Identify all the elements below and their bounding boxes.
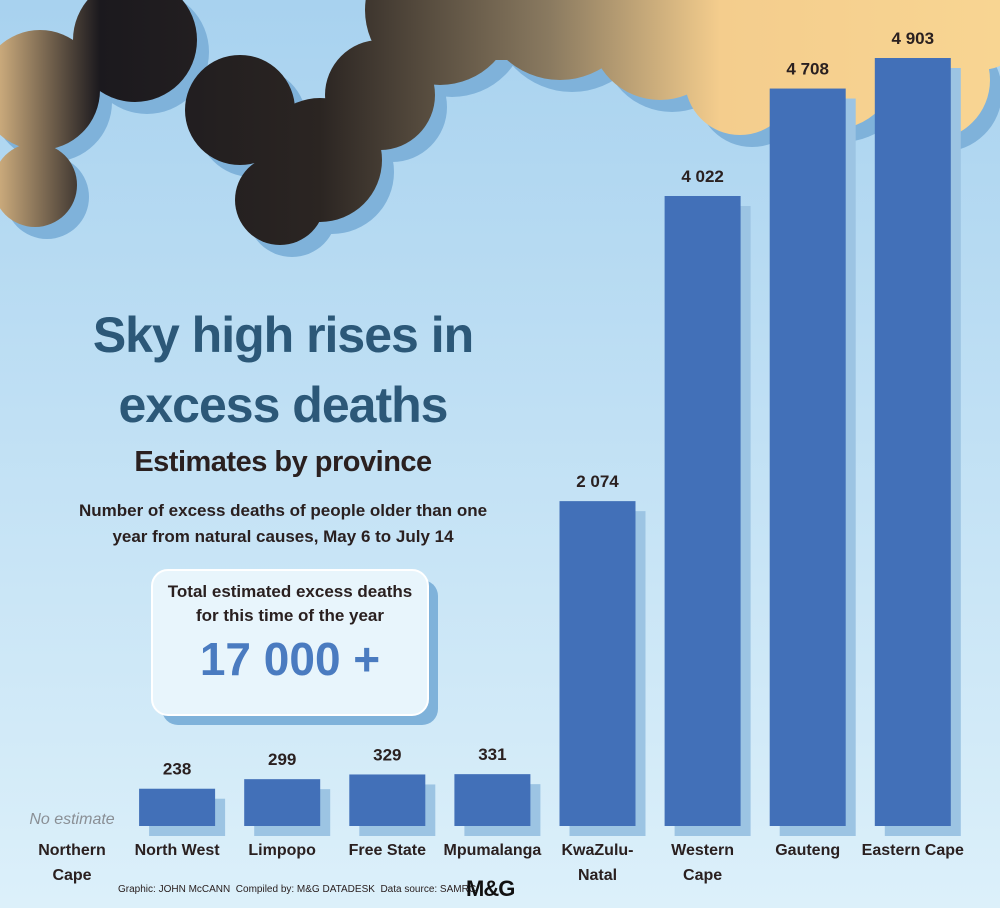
- x-tick-label: Eastern Cape: [861, 842, 964, 859]
- no-estimate-label: No estimate: [29, 811, 114, 828]
- bar: [664, 195, 741, 826]
- x-tick-label: Gauteng: [775, 842, 841, 859]
- x-tick-label: Free State: [348, 842, 426, 859]
- value-label: 329: [373, 745, 401, 764]
- x-tick-label: Northern Cape: [38, 842, 106, 884]
- bar: [559, 501, 636, 826]
- bar: [139, 788, 216, 826]
- bar: [454, 774, 531, 826]
- logo: M&G: [466, 876, 515, 901]
- value-label: 4 903: [892, 29, 935, 48]
- value-label: 238: [163, 760, 191, 779]
- chart-subtitle: Estimates by province: [134, 446, 432, 478]
- footer: Graphic: JOHN McCANN Compiled by: M&G DA…: [118, 884, 477, 895]
- description: Number of excess deaths of people older …: [78, 501, 488, 546]
- value-label: 299: [268, 750, 296, 769]
- x-tick-label: KwaZulu-Natal: [561, 842, 634, 884]
- value-label: 2 074: [576, 472, 619, 491]
- bar: [874, 58, 951, 826]
- bar: [769, 88, 846, 827]
- total-box: [151, 569, 429, 716]
- bar: [244, 779, 321, 826]
- chart-title: Sky high rises in excess deaths: [92, 307, 474, 433]
- x-tick-label: Limpopo: [248, 842, 316, 859]
- total-value: 17 000 +: [199, 633, 381, 685]
- value-label: 331: [478, 745, 506, 764]
- value-label: 4 708: [786, 60, 829, 79]
- bar: [349, 774, 426, 826]
- x-tick-label: Mpumalanga: [443, 842, 542, 859]
- cloud: [0, 0, 1000, 245]
- x-tick-label: Western Cape: [671, 842, 735, 884]
- value-label: 4 022: [681, 167, 724, 186]
- total-text: Total estimated excess deaths for this t…: [167, 582, 413, 625]
- x-tick-label: North West: [134, 842, 220, 859]
